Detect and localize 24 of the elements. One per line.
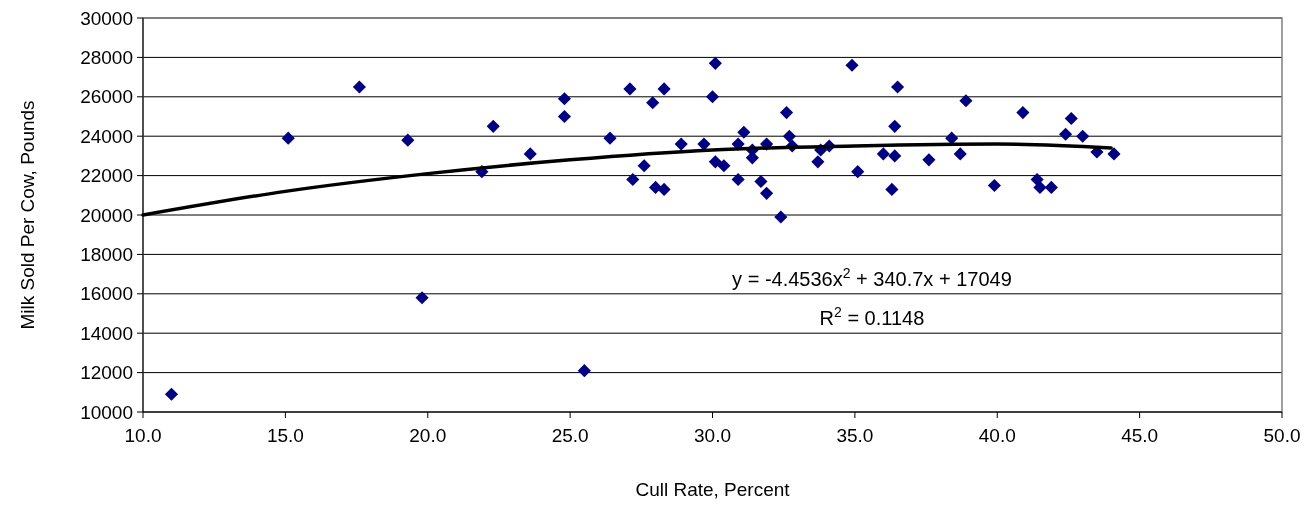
- x-tick-label: 10.0: [124, 425, 162, 446]
- x-tick-label: 25.0: [551, 425, 589, 446]
- annotation: y = -4.4536x$^{2}$ + 340.7x + 17049: [732, 264, 1012, 290]
- x-tick-label: 15.0: [266, 425, 304, 446]
- y-tick-label: 14000: [80, 322, 133, 344]
- y-tick-label: 16000: [80, 283, 133, 305]
- y-tick-label: 20000: [80, 204, 133, 226]
- annotation: R$^{2}$ = 0.1148: [819, 304, 925, 330]
- x-tick-label: 30.0: [694, 425, 731, 446]
- x-tick-label: 40.0: [978, 425, 1016, 446]
- y-tick-label: 12000: [80, 362, 133, 384]
- x-tick-label: 45.0: [1121, 425, 1159, 446]
- x-tick-label: 35.0: [836, 425, 874, 446]
- x-tick-label: 20.0: [409, 425, 447, 446]
- y-tick-label: 10000: [80, 401, 133, 423]
- y-tick-label: 24000: [80, 125, 133, 147]
- y-axis-title: Milk Sold Per Cow, Pounds: [17, 100, 38, 330]
- y-tick-label: 30000: [80, 7, 133, 29]
- x-tick-label: 50.0: [1263, 425, 1301, 446]
- y-tick-label: 28000: [80, 47, 133, 69]
- y-tick-label: 22000: [80, 165, 133, 187]
- x-axis-title: Cull Rate, Percent: [635, 479, 791, 500]
- y-tick-label: 26000: [80, 86, 133, 108]
- y-tick-label: 18000: [80, 244, 133, 266]
